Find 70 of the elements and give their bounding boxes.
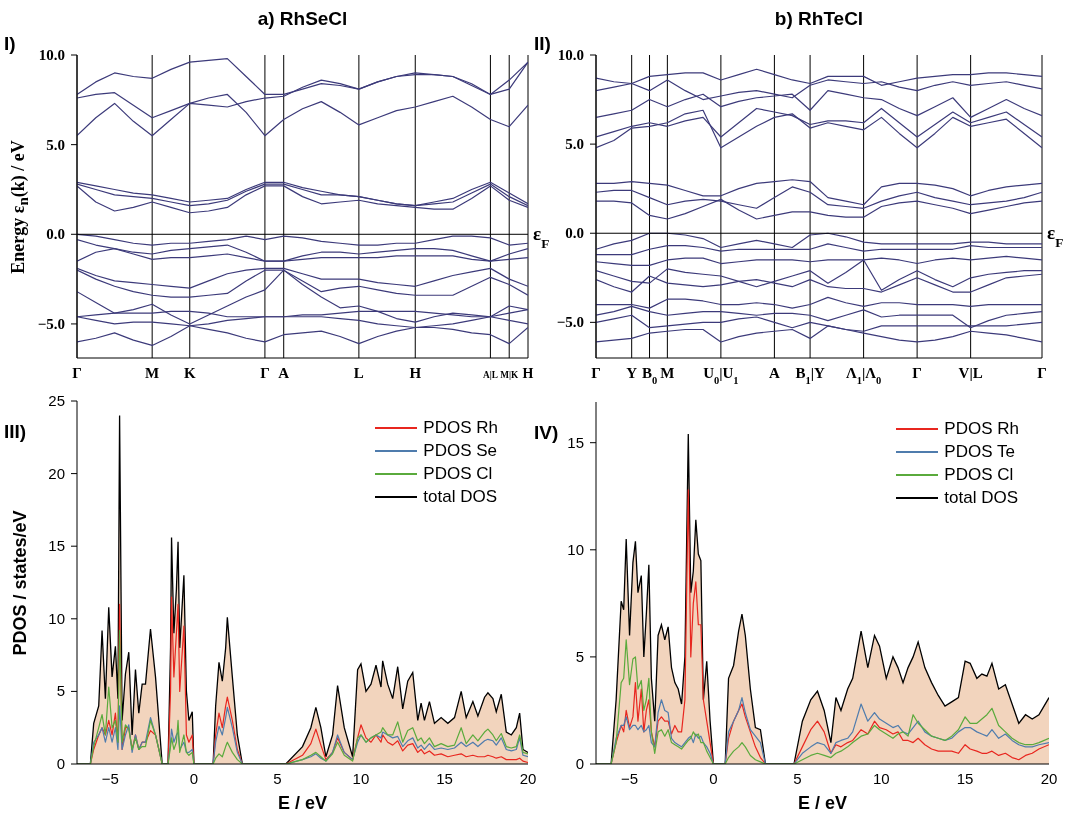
y-tick-label: 15	[567, 433, 584, 451]
y-tick-label: 0.0	[46, 226, 65, 243]
x-tick-label: Γ	[1037, 365, 1047, 381]
y-tick-label: 10	[567, 540, 584, 558]
x-tick-label: Λ$_{1}$|Λ$_{0}$	[845, 365, 882, 386]
x-tick-label: Γ	[912, 365, 922, 381]
y-tick-label: 0	[56, 755, 65, 772]
x-tick-label: 0	[189, 770, 199, 787]
legend-label: total DOS	[423, 486, 498, 507]
x-tick-label: A	[278, 365, 290, 381]
x-tick-label: M|K	[500, 370, 519, 380]
ref-line-label: ε$_{F}$	[533, 223, 550, 251]
x-tick-label: Y	[626, 365, 638, 381]
x-tick-label: K	[183, 365, 196, 381]
y-tick-label: 5	[56, 682, 65, 700]
x-axis-title: E / eV	[277, 793, 328, 814]
x-tick-label: Γ	[260, 365, 270, 381]
y-tick-label: 0	[575, 755, 584, 772]
x-tick-label: 10	[352, 770, 370, 787]
x-tick-label: A|L	[482, 370, 498, 380]
y-axis-title: PDOS / states/eV	[9, 509, 31, 656]
x-tick-label: Γ	[591, 365, 601, 381]
y-tick-label: 5.0	[565, 136, 584, 153]
x-tick-label: A	[768, 365, 780, 381]
legend-label: PDOS Rh	[944, 418, 1019, 439]
x-tick-label: H	[522, 366, 534, 381]
x-tick-label: 5	[273, 770, 282, 787]
x-tick-label: 5	[793, 770, 802, 787]
x-tick-label: Γ	[72, 365, 82, 381]
x-tick-label: H	[409, 365, 422, 381]
y-tick-label: 10.0	[557, 47, 584, 63]
x-tick-label: −5	[101, 770, 119, 787]
x-tick-label: L	[353, 365, 364, 381]
x-tick-label: 0	[709, 770, 718, 787]
y-tick-label: −5.0	[37, 315, 65, 332]
x-tick-label: M	[145, 365, 160, 381]
y-tick-label: 5	[575, 647, 584, 665]
x-tick-label: U$_{0}$|U$_{1}$	[703, 365, 739, 386]
text: IV)	[534, 422, 559, 444]
x-tick-label: 10	[872, 770, 890, 787]
x-tick-label: 20	[519, 770, 537, 787]
x-tick-label: 15	[956, 770, 974, 787]
x-axis-title: E / eV	[797, 793, 848, 814]
x-tick-label: 20	[1040, 770, 1058, 787]
x-tick-label: 15	[436, 770, 453, 787]
y-tick-label: 5.0	[46, 136, 65, 153]
chart-title: b) RhTeCl	[773, 8, 865, 30]
legend-label: PDOS Cl	[423, 463, 493, 484]
legend-label: PDOS Te	[944, 441, 1015, 462]
y-tick-label: 15	[48, 537, 65, 555]
text: II)	[534, 33, 551, 55]
y-tick-label: −5.0	[556, 314, 584, 331]
text: I)	[4, 33, 16, 55]
text: III)	[4, 421, 27, 443]
x-tick-label: V|L	[958, 365, 983, 381]
x-tick-label: −5	[621, 770, 639, 787]
y-tick-label: 10.0	[38, 47, 65, 63]
legend-label: PDOS Cl	[944, 464, 1014, 485]
y-tick-label: 20	[48, 464, 65, 482]
x-tick-label: B$_{0}$	[641, 365, 658, 386]
x-tick-label: B$_{1}$|Y	[795, 365, 825, 386]
chart-title: a) RhSeCl	[256, 8, 349, 30]
y-tick-label: 10	[48, 609, 65, 627]
x-tick-label: M	[660, 365, 675, 381]
y-tick-label: 0.0	[565, 225, 584, 242]
legend-label: PDOS Se	[423, 440, 498, 461]
ref-line-label: ε$_{F}$	[1047, 222, 1064, 250]
legend-label: PDOS Rh	[423, 417, 498, 438]
y-tick-label: 25	[48, 392, 65, 409]
legend-label: total DOS	[944, 487, 1019, 508]
